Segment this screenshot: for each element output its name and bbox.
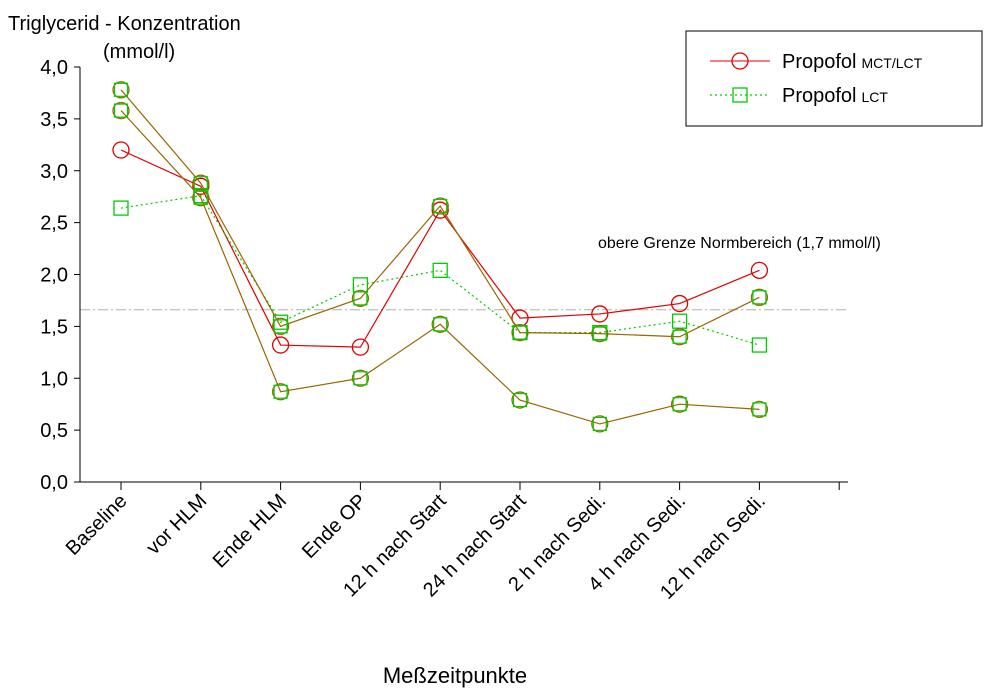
y-axis-unit-label: (mmol/l): [103, 41, 175, 63]
legend: Propofol MCT/LCT Propofol LCT: [686, 31, 982, 126]
y-tick-label: 1,0: [40, 368, 68, 390]
series-2-point: [752, 338, 766, 352]
y-tick-label: 4,0: [40, 57, 68, 79]
x-tick-label: Ende HLM: [209, 490, 291, 572]
x-axis-label: Meßzeitpunkte: [383, 663, 527, 688]
y-tick-label: 3,0: [40, 161, 68, 183]
series-4-line: [121, 111, 759, 424]
x-tick-label: Ende OP: [298, 490, 371, 563]
x-tick-label: vor HLM: [142, 490, 211, 559]
reference-line-label: obere Grenze Normbereich (1,7 mmol/l): [598, 235, 881, 252]
series-layer: [113, 82, 767, 432]
series-3-line: [121, 90, 759, 337]
legend-entry-lct: Propofol LCT: [782, 85, 888, 107]
y-tick-label: 1,5: [40, 316, 68, 338]
y-tick-label: 2,5: [40, 213, 68, 235]
y-axis-label: Triglycerid - Konzentration: [8, 13, 241, 35]
legend-label-lct: Propofol: [782, 85, 857, 107]
y-tick-label: 0,0: [40, 472, 68, 494]
legend-box: [686, 31, 982, 126]
legend-label-mct-lct: Propofol: [782, 51, 857, 73]
y-tick-label: 0,5: [40, 420, 68, 442]
y-tick-label: 3,5: [40, 109, 68, 131]
legend-sublabel-mct-lct: MCT/LCT: [862, 55, 923, 71]
x-tick-label: Baseline: [62, 490, 132, 560]
legend-sublabel-lct: LCT: [862, 89, 889, 105]
y-tick-label: 2,0: [40, 265, 68, 287]
series-2-point: [433, 263, 447, 277]
legend-entry-mct-lct: Propofol MCT/LCT: [782, 51, 923, 73]
